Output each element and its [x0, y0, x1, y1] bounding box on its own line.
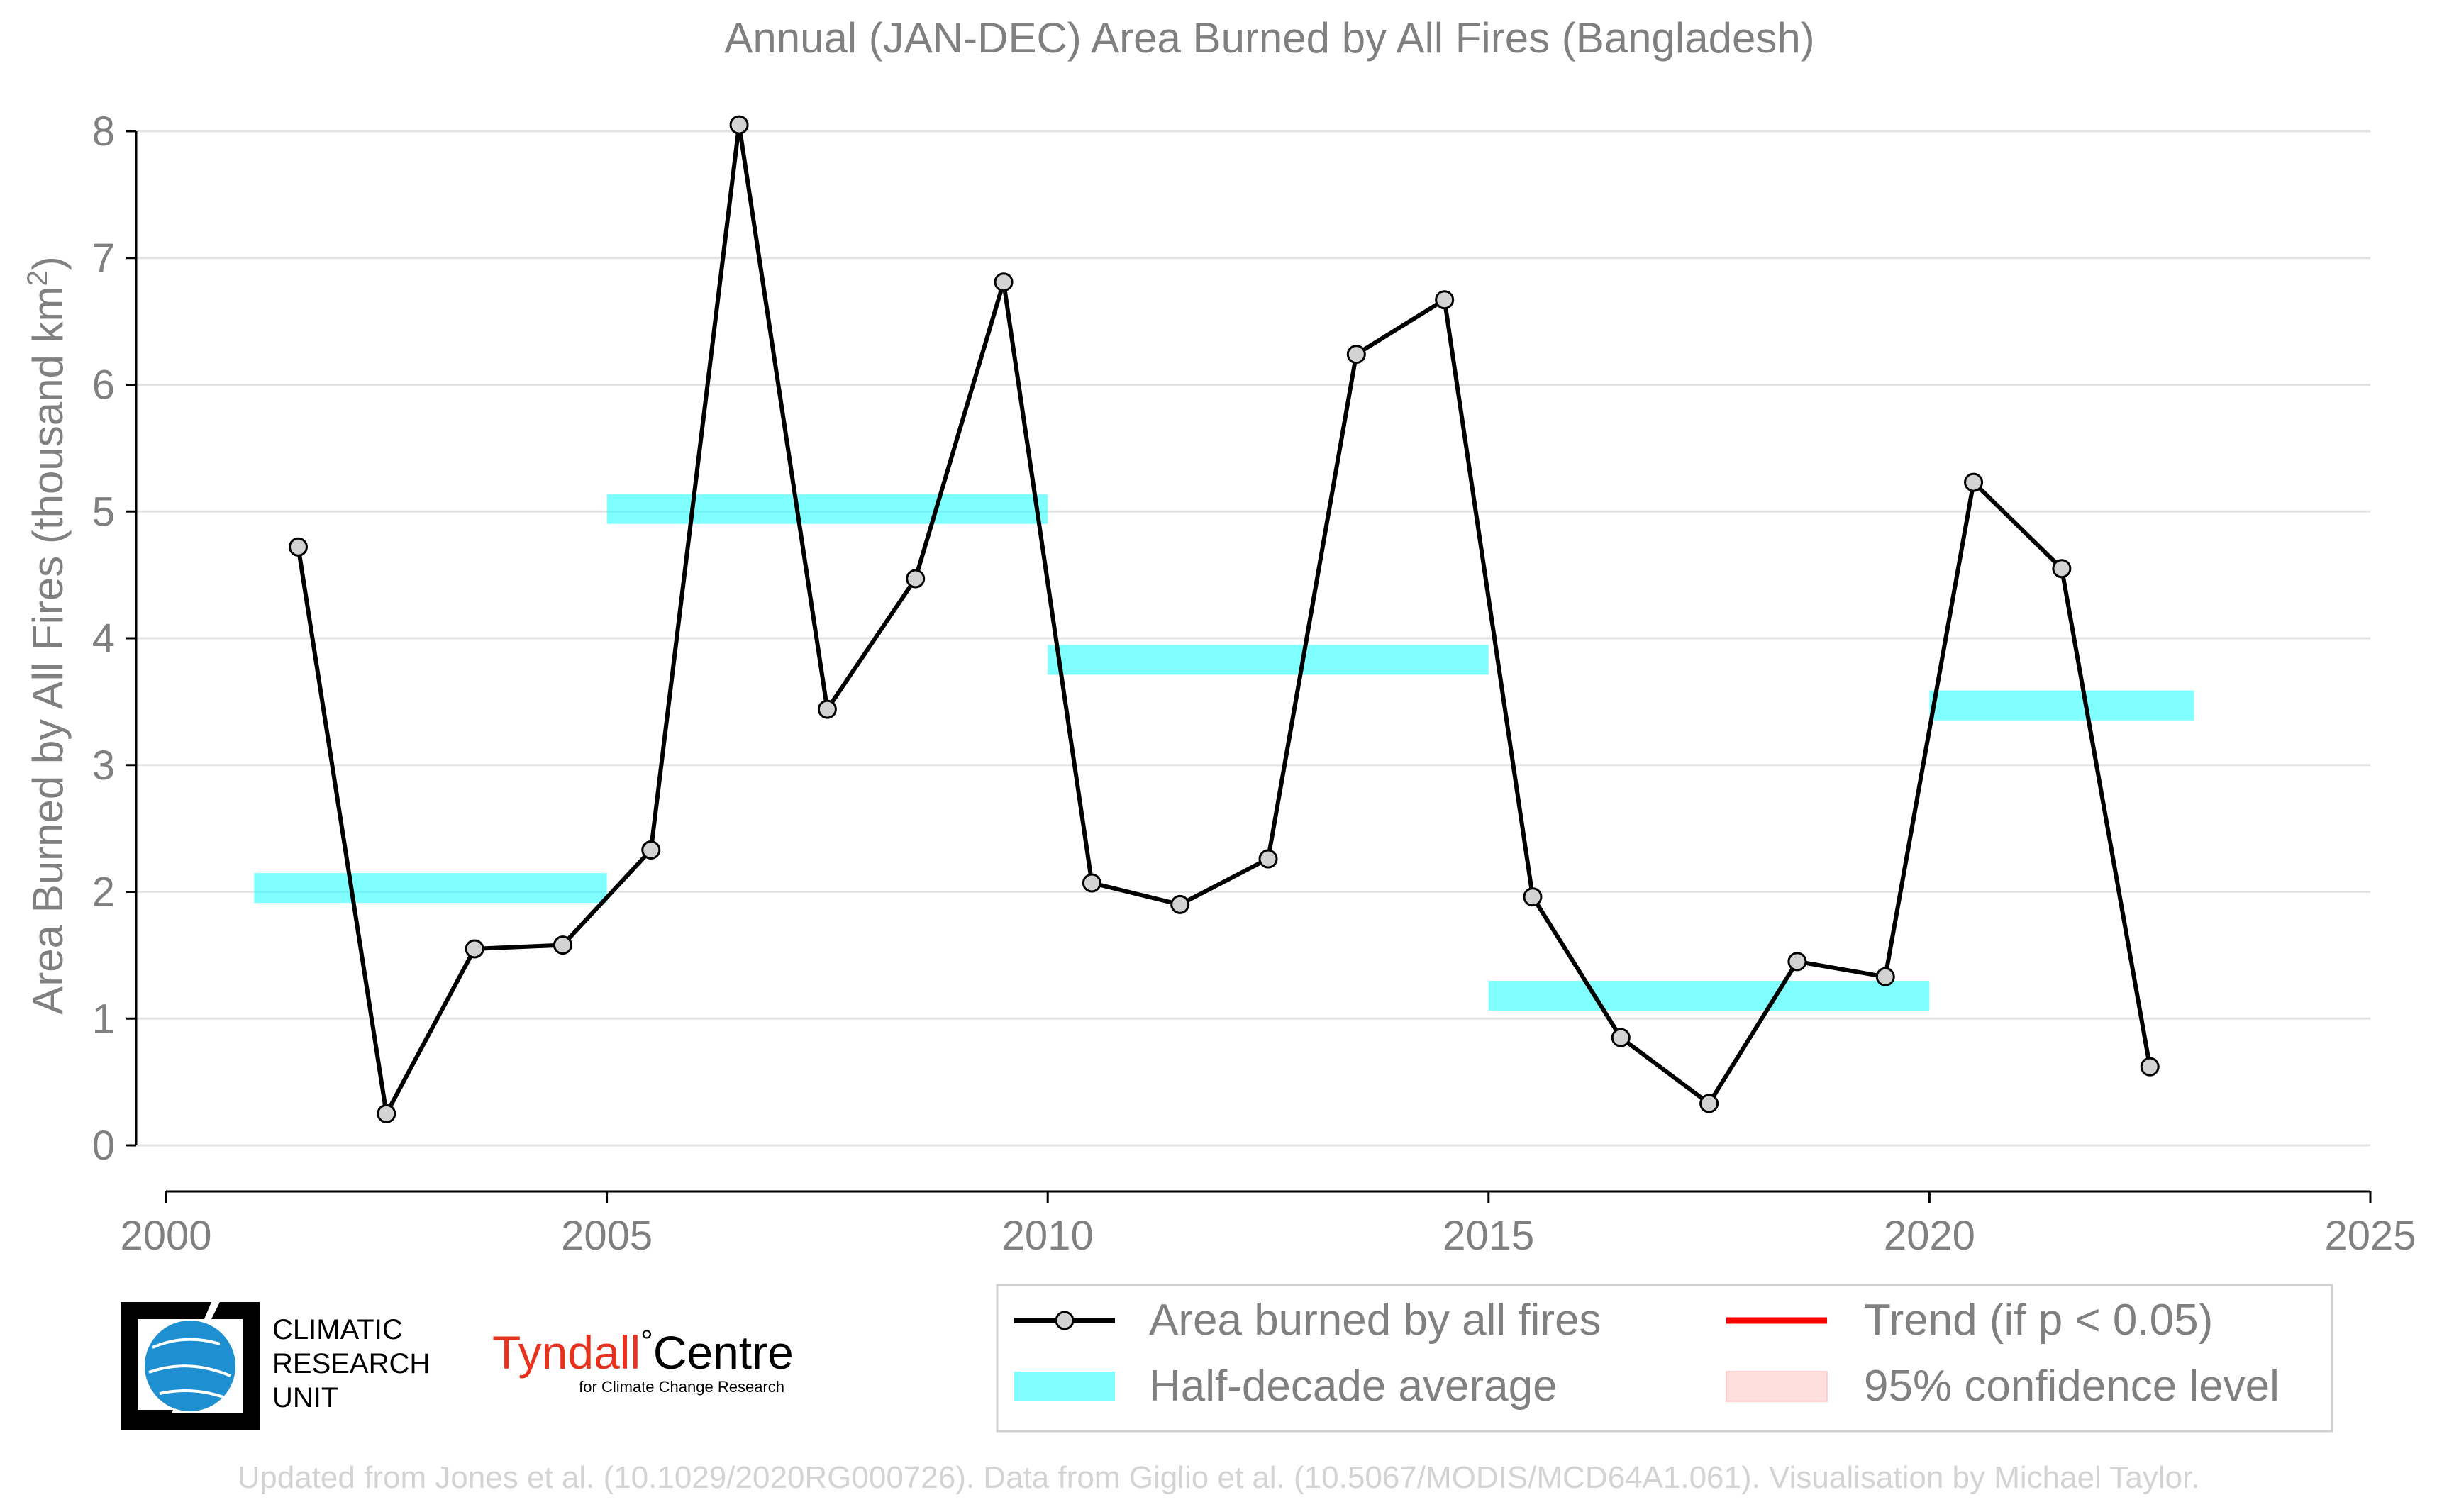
x-tick-label-2000: 2000 — [120, 1213, 211, 1259]
tyndall-logo: Tyndall°Centre for Climate Change Resear… — [492, 1324, 794, 1396]
footer-attribution: Updated from Jones et al. (10.1029/2020R… — [238, 1460, 2200, 1495]
x-tick-label-2015: 2015 — [1443, 1213, 1534, 1259]
y-tick-label-8: 8 — [92, 109, 115, 155]
half-decade-bar-3 — [1048, 645, 1489, 675]
legend-swatch-area-burned-marker — [1055, 1311, 1075, 1330]
x-tick-label-2025: 2025 — [2324, 1213, 2416, 1259]
data-point-2010 — [1082, 873, 1101, 893]
data-point-2021 — [2052, 559, 2072, 579]
series-area-burned — [288, 115, 2160, 1123]
cru-logo-line2: RESEARCH — [272, 1348, 430, 1379]
data-point-2005 — [641, 840, 661, 860]
chart-title: Annual (JAN-DEC) Area Burned by All Fire… — [724, 14, 1814, 62]
half-decade-bar-5 — [1929, 690, 2194, 721]
data-point-2018 — [1787, 952, 1807, 972]
y-tick-label-0: 0 — [92, 1123, 115, 1169]
data-point-2004 — [553, 935, 572, 955]
x-tick-label-2010: 2010 — [1002, 1213, 1094, 1259]
y-axis-label: Area Burned by All Fires (thousand km2) — [22, 256, 72, 1014]
half-decade-average-bars — [254, 494, 2194, 1011]
y-tick-label-4: 4 — [92, 616, 115, 662]
tyndall-degree: ° — [640, 1324, 653, 1359]
y-axis: 0 1 2 3 4 5 6 7 8 — [92, 109, 138, 1169]
y-axis-label-end: ) — [24, 256, 72, 270]
y-tick-label-5: 5 — [92, 489, 115, 535]
half-decade-bar-4 — [1488, 981, 1930, 1011]
data-point-2016 — [1611, 1028, 1631, 1047]
data-point-2013 — [1346, 345, 1366, 365]
y-axis-label-sup: 2 — [22, 270, 53, 286]
data-point-2006 — [729, 115, 749, 135]
y-tick-label-2: 2 — [92, 869, 115, 916]
legend: Area burned by all fires Trend (if p < 0… — [996, 1284, 2333, 1433]
x-tick-label-2005: 2005 — [561, 1213, 653, 1259]
data-point-2002 — [377, 1104, 396, 1123]
data-point-2022 — [2140, 1057, 2160, 1077]
x-tick-label-2020: 2020 — [1884, 1213, 1975, 1259]
data-point-2009 — [994, 272, 1014, 292]
tyndall-centre: Centre — [653, 1326, 794, 1379]
tyndall-name: Tyndall — [492, 1326, 640, 1379]
cru-logo-frame-right — [160, 1302, 260, 1430]
y-tick-label-1: 1 — [92, 996, 115, 1042]
data-point-2014 — [1435, 290, 1455, 310]
svg-text:Tyndall°Centre: Tyndall°Centre — [492, 1324, 794, 1379]
data-point-2020 — [1964, 472, 1984, 492]
y-axis-label-main: Area Burned by All Fires (thousand km — [24, 287, 72, 1015]
legend-swatch-confidence — [1726, 1371, 1828, 1402]
data-point-2001 — [288, 537, 308, 557]
cru-logo-frame — [121, 1302, 211, 1430]
cru-logo: CLIMATIC RESEARCH UNIT — [121, 1302, 430, 1430]
data-point-2003 — [465, 939, 484, 959]
data-point-2019 — [1875, 967, 1895, 986]
series-line-area-burned — [296, 123, 2153, 1116]
legend-swatch-half-decade — [1014, 1372, 1115, 1401]
data-point-2008 — [906, 569, 926, 589]
legend-label-confidence: 95% confidence level — [1864, 1362, 2280, 1411]
legend-label-area-burned: Area burned by all fires — [1149, 1296, 1601, 1345]
legend-label-half-decade: Half-decade average — [1149, 1362, 1558, 1411]
data-point-2011 — [1170, 894, 1190, 914]
legend-frame — [996, 1284, 2333, 1433]
half-decade-bar-2 — [606, 494, 1048, 524]
x-axis: 2000 2005 2010 2015 2020 2025 — [120, 1190, 2416, 1259]
cru-logo-line3: UNIT — [272, 1382, 338, 1413]
tyndall-subtitle: for Climate Change Research — [579, 1378, 784, 1396]
data-point-2015 — [1523, 887, 1543, 907]
y-tick-label-3: 3 — [92, 743, 115, 789]
data-point-2012 — [1258, 849, 1278, 869]
y-tick-label-7: 7 — [92, 235, 115, 282]
y-tick-label-6: 6 — [92, 362, 115, 408]
data-point-2017 — [1699, 1094, 1719, 1113]
data-point-2007 — [817, 699, 837, 719]
legend-label-trend: Trend (if p < 0.05) — [1864, 1296, 2213, 1345]
half-decade-bar-1 — [254, 873, 607, 904]
globe-icon-detail — [148, 1338, 231, 1399]
grid-lines — [136, 130, 2370, 1147]
cru-logo-line1: CLIMATIC — [272, 1314, 403, 1345]
